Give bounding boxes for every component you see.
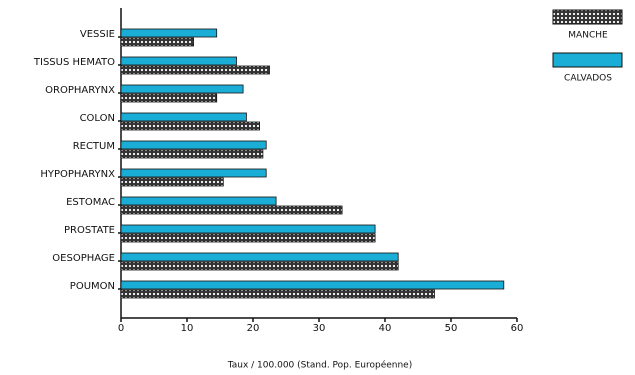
bar	[120, 37, 194, 47]
bar	[120, 84, 244, 94]
legend-label: MANCHE	[568, 31, 608, 41]
y-tick-label: OROPHARYNX	[45, 85, 115, 96]
x-tick-label: 40	[379, 323, 392, 334]
x-tick-label: 50	[445, 323, 458, 334]
bar	[120, 168, 267, 178]
legend-swatch	[552, 52, 623, 68]
y-tick-label: TISSUS HEMATO	[33, 57, 115, 68]
bar	[120, 289, 435, 299]
y-tick-label: PROSTATE	[64, 225, 115, 236]
bar	[120, 280, 505, 290]
x-tick-label: 20	[247, 323, 260, 334]
y-tick-label: HYPOPHARYNX	[40, 169, 115, 180]
x-tick-label: 0	[118, 323, 124, 334]
bar	[120, 93, 218, 103]
bar	[120, 140, 267, 150]
legend-swatch	[552, 9, 623, 25]
bar	[120, 65, 270, 75]
bar	[120, 112, 247, 122]
y-tick-label: COLON	[80, 113, 115, 124]
x-axis-title: Taux / 100.000 (Stand. Pop. Européenne)	[227, 360, 412, 371]
bar	[120, 224, 376, 234]
y-tick-label: OESOPHAGE	[52, 253, 115, 264]
bar	[120, 149, 264, 159]
bar	[120, 177, 224, 187]
bar	[120, 205, 343, 215]
y-tick-label: POUMON	[70, 281, 115, 292]
bar	[120, 261, 399, 271]
y-tick-label: VESSIE	[80, 29, 115, 40]
legend-label: CALVADOS	[564, 74, 612, 84]
y-tick-label: ESTOMAC	[66, 197, 115, 208]
bar	[120, 252, 399, 262]
bar	[120, 28, 218, 38]
bar	[120, 196, 277, 206]
bar	[120, 233, 376, 243]
x-tick-label: 10	[181, 323, 194, 334]
bar	[120, 121, 261, 131]
x-tick-label: 30	[313, 323, 326, 334]
x-tick-label: 60	[511, 323, 524, 334]
y-tick-label: RECTUM	[73, 141, 115, 152]
bar	[120, 56, 237, 66]
